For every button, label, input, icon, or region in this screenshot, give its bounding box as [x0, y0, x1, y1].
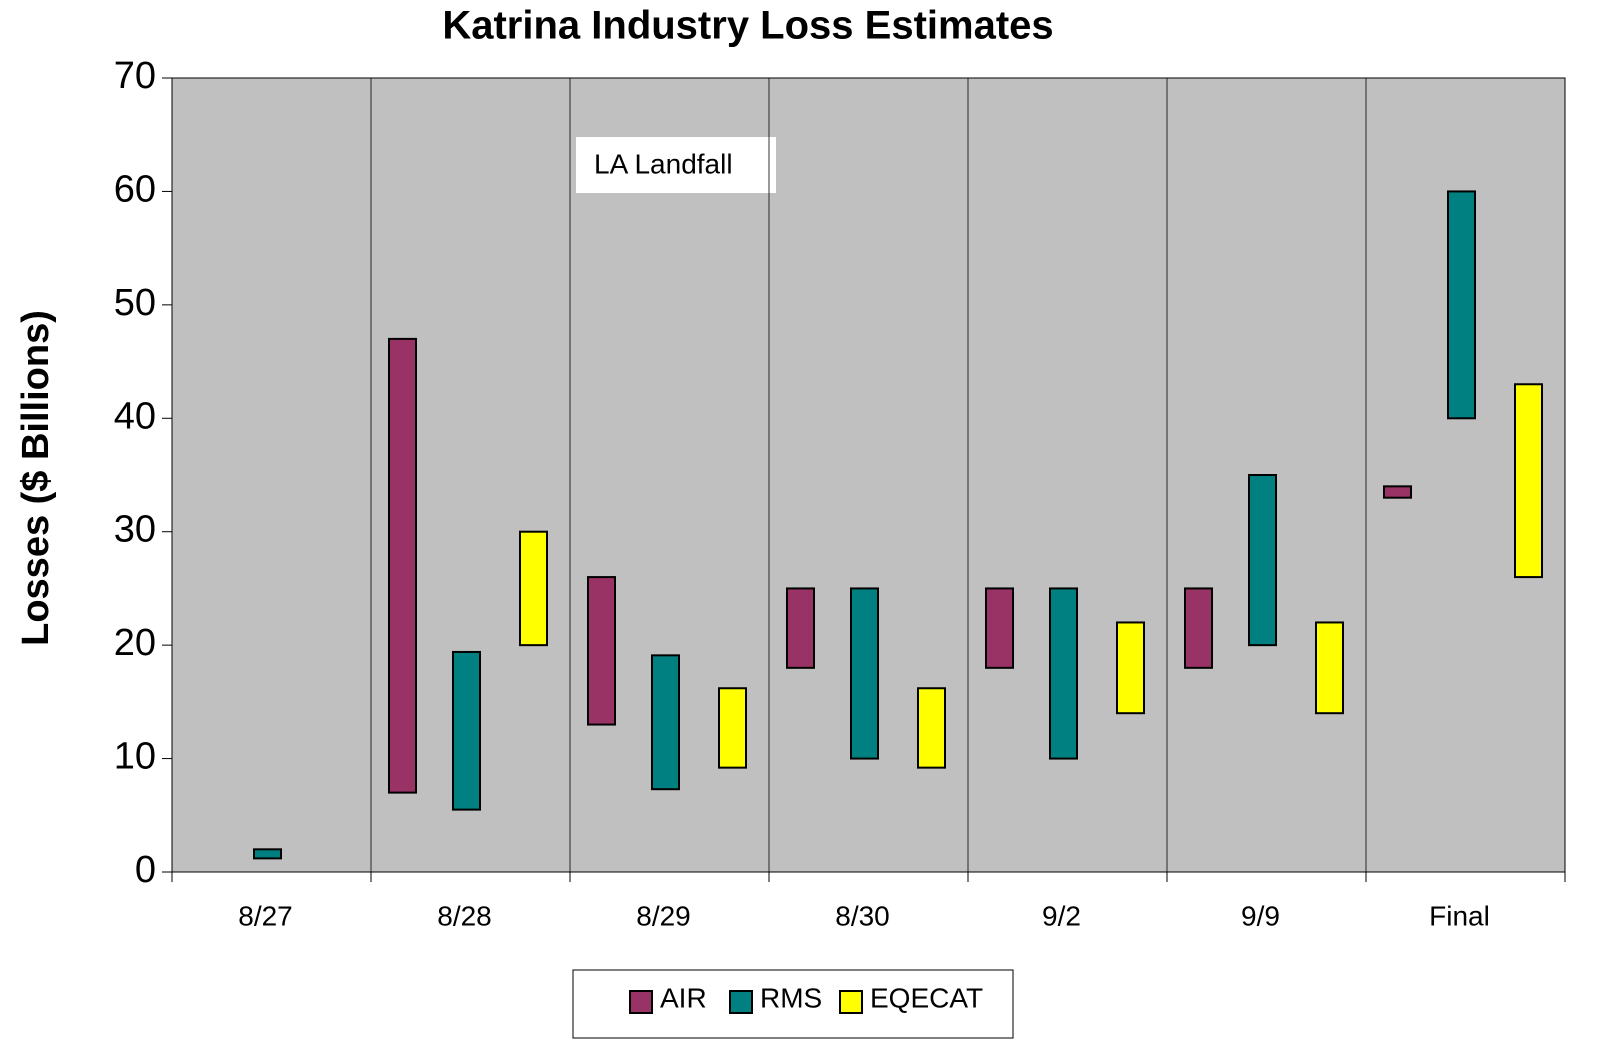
chart-title: Katrina Industry Loss Estimates: [442, 4, 1053, 48]
range-bar: [452, 650, 481, 811]
x-tick-label: 9/9: [1241, 900, 1280, 931]
range-bar: [1514, 383, 1543, 579]
legend-swatch: [729, 990, 753, 1014]
range-bar: [1315, 621, 1344, 715]
range-bar: [1184, 587, 1213, 669]
x-tick-label: 9/2: [1042, 900, 1081, 931]
legend-label: AIR: [660, 982, 707, 1013]
y-tick-label: 20: [114, 622, 156, 664]
range-bar: [718, 687, 747, 769]
x-tick-label: 8/27: [238, 900, 293, 931]
legend-swatch: [629, 990, 653, 1014]
y-tick-label: 70: [114, 55, 156, 97]
range-bar: [850, 587, 879, 760]
y-axis-label: Losses ($ Billions): [15, 310, 57, 646]
range-bar: [1248, 474, 1277, 647]
y-tick-label: 30: [114, 509, 156, 551]
range-bar: [587, 576, 616, 726]
range-bar: [1383, 485, 1412, 499]
y-tick-label: 10: [114, 736, 156, 778]
legend-label: RMS: [760, 982, 822, 1013]
y-tick-label: 60: [114, 168, 156, 210]
legend-label: EQECAT: [870, 982, 983, 1013]
range-bar: [388, 337, 417, 794]
x-tick-label: Final: [1429, 900, 1490, 931]
annotation: LA Landfall: [594, 148, 733, 179]
legend-swatch: [839, 990, 863, 1014]
range-bar: [253, 848, 282, 860]
range-bar: [985, 587, 1014, 669]
range-bar: [786, 587, 815, 669]
range-bar: [917, 687, 946, 769]
range-bar: [519, 530, 548, 647]
x-tick-label: 8/29: [636, 900, 691, 931]
range-bar: [651, 654, 680, 791]
y-tick-label: 50: [114, 282, 156, 324]
annotation-box: [576, 137, 776, 193]
x-tick-label: 8/30: [835, 900, 890, 931]
y-tick-label: 40: [114, 395, 156, 437]
range-bar: [1049, 587, 1078, 760]
x-tick-label: 8/28: [437, 900, 492, 931]
range-bar: [1116, 621, 1145, 715]
y-tick-label: 0: [135, 849, 156, 891]
range-bar: [1447, 190, 1476, 420]
